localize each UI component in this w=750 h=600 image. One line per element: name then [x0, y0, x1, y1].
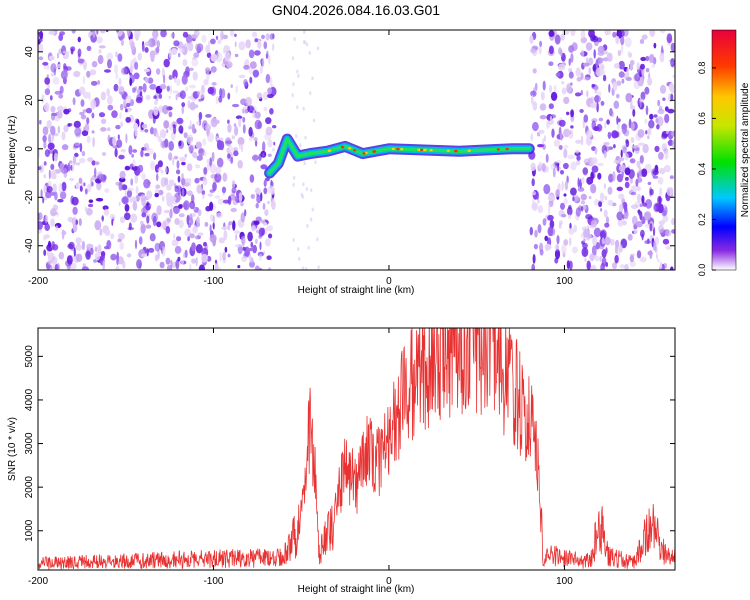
- snr-y-tick-label: 3000: [24, 432, 35, 455]
- snr-y-tick-label: 4000: [24, 388, 35, 411]
- spectrogram-y-label: Frequency (Hz): [7, 116, 18, 185]
- track-peak: [353, 149, 357, 152]
- spectrogram-x-tick-label: -200: [28, 276, 48, 287]
- snr-series-line: [38, 328, 675, 570]
- colorbar-tick-label: 0.0: [697, 264, 707, 277]
- snr-y-axis: 1000 2000 3000 4000 5000: [24, 345, 675, 542]
- snr-x-tick-label: -100: [203, 576, 223, 587]
- track-peak: [467, 149, 471, 152]
- spectrogram-y-tick-label: -40: [24, 238, 35, 253]
- signal-track: [264, 133, 535, 179]
- track-peak: [446, 149, 450, 152]
- snr-y-tick-label: 2000: [24, 476, 35, 499]
- snr-y-tick-label: 1000: [24, 519, 35, 542]
- spectrogram-y-tick-label: 40: [24, 46, 35, 58]
- track-peak: [327, 149, 331, 152]
- snr-x-tick-label: 0: [386, 576, 392, 587]
- spectrogram-y-tick-label: 20: [24, 94, 35, 106]
- colorbar-ticks: 0.0 0.2 0.4 0.6 0.8: [697, 62, 716, 277]
- track-peak: [373, 150, 377, 153]
- snr-panel: -200 -100 0 100 1000 2000 3000 4000 5000 Height…: [7, 327, 676, 595]
- snr-y-tick-label: 5000: [24, 345, 35, 368]
- track-peak: [454, 149, 458, 153]
- snr-x-tick-label: -200: [28, 576, 48, 587]
- track-peak: [429, 149, 433, 152]
- spectrogram-y-axis: -40 -20 0 20 40: [24, 46, 675, 253]
- track-peak: [417, 148, 421, 151]
- track-peak: [391, 147, 395, 151]
- spectrogram-frame: [37, 29, 676, 271]
- track-peak: [423, 148, 427, 152]
- spectrogram-x-tick-label: -100: [203, 276, 223, 287]
- colorbar-tick-label: 0.6: [697, 112, 707, 125]
- figure-title: GN04.2026.084.16.03.G01: [272, 2, 440, 18]
- track-peak: [348, 147, 352, 150]
- spectrogram-x-tick-label: 100: [556, 276, 573, 287]
- spectrogram-y-tick-label: -20: [24, 190, 35, 205]
- snr-x-tick-label: 100: [556, 576, 573, 587]
- snr-y-label: SNR (10 * v/v): [7, 417, 18, 481]
- track-peak: [420, 148, 424, 152]
- spectrogram-x-label: Height of straight line (km): [298, 285, 415, 296]
- track-peak: [496, 148, 500, 151]
- track-peak: [362, 152, 366, 155]
- snr-line-layer: [38, 328, 675, 570]
- colorbar-label: Normalized spectral amplitude: [740, 82, 750, 217]
- track-peak: [396, 147, 400, 151]
- track-peak: [341, 145, 345, 149]
- spectrogram-y-tick-label: 0: [24, 146, 35, 152]
- track-peak: [505, 147, 509, 151]
- colorbar-tick-label: 0.4: [697, 163, 707, 176]
- colorbar-tick-label: 0.8: [697, 62, 707, 75]
- snr-x-axis: -200 -100 0 100: [28, 328, 573, 587]
- track-peak: [400, 148, 404, 151]
- noise-layer: [38, 30, 675, 270]
- snr-frame: [37, 327, 676, 571]
- colorbar: 0.0 0.2 0.4 0.6 0.8 Normalized spectral ampl…: [697, 29, 750, 277]
- snr-background: [38, 328, 675, 570]
- colorbar-tick-label: 0.2: [697, 213, 707, 226]
- spectrogram-x-tick-label: 0: [386, 276, 392, 287]
- colorbar-scale: [711, 29, 737, 271]
- snr-x-label: Height of straight line (km): [298, 584, 415, 595]
- spectrogram-x-axis: -200 -100 0 100: [28, 30, 573, 287]
